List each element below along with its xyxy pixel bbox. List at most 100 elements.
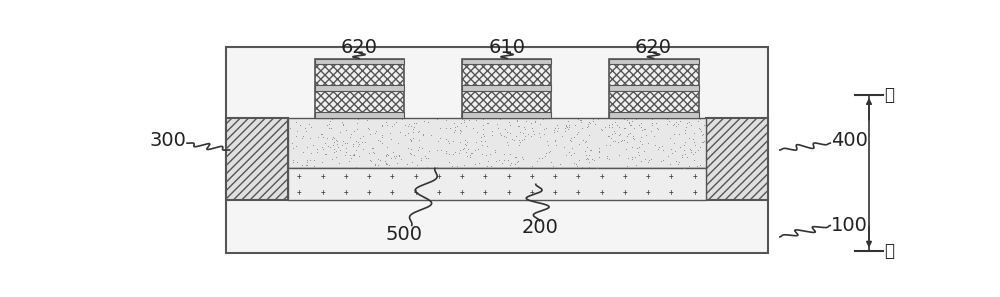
Point [587, 122, 603, 127]
Point [449, 124, 465, 128]
Point [346, 153, 362, 157]
Point [516, 136, 532, 141]
Point [318, 152, 334, 157]
Point [696, 139, 712, 144]
Point [475, 127, 491, 131]
Point [504, 136, 520, 141]
Point [579, 124, 595, 129]
Point [351, 141, 367, 146]
Point [523, 133, 539, 138]
Point [601, 122, 617, 127]
Point [314, 160, 330, 165]
Point [471, 161, 487, 165]
Point [671, 160, 687, 165]
Point [503, 161, 519, 166]
Point [681, 163, 697, 168]
Point [468, 118, 484, 122]
Point [630, 150, 646, 155]
Point [547, 138, 563, 142]
Point [458, 149, 474, 154]
Point [598, 143, 614, 147]
Point [591, 149, 607, 154]
Point [391, 154, 407, 158]
Point [444, 163, 460, 168]
Point [488, 159, 504, 164]
Text: +: + [669, 172, 674, 181]
Point [507, 155, 523, 160]
Point [299, 157, 315, 162]
Point [411, 129, 427, 133]
Point [337, 153, 353, 158]
Point [616, 138, 632, 143]
Point [420, 155, 436, 160]
Bar [315, 112, 404, 118]
Point [560, 127, 576, 132]
Point [510, 123, 526, 128]
Point [409, 163, 425, 168]
Point [655, 148, 671, 153]
Point [646, 134, 662, 138]
Point [438, 151, 454, 155]
Point [320, 143, 336, 148]
Text: +: + [297, 172, 302, 181]
Point [612, 131, 628, 136]
Point [408, 120, 424, 125]
Point [674, 152, 690, 157]
Point [473, 139, 489, 144]
Point [493, 133, 509, 138]
Point [578, 157, 594, 162]
Bar [609, 112, 698, 118]
Point [374, 141, 390, 146]
Point [514, 155, 530, 159]
Point [400, 130, 416, 135]
Point [363, 159, 379, 163]
Point [666, 132, 682, 136]
Point [370, 163, 386, 168]
Point [591, 155, 607, 160]
Point [475, 132, 491, 137]
Point [415, 132, 431, 137]
Point [619, 117, 635, 122]
Point [350, 116, 366, 121]
Point [607, 131, 623, 135]
Text: +: + [483, 188, 488, 197]
Point [643, 129, 659, 134]
Point [557, 126, 573, 131]
Point [482, 152, 498, 157]
Point [500, 143, 516, 147]
Bar [462, 112, 551, 118]
Text: +: + [506, 188, 511, 197]
Point [326, 136, 342, 141]
Text: +: + [692, 172, 697, 181]
Point [660, 153, 676, 158]
Point [672, 118, 688, 123]
Point [538, 125, 554, 130]
Point [405, 129, 421, 134]
Text: +: + [530, 172, 534, 181]
Point [558, 123, 574, 127]
Point [643, 157, 659, 162]
Point [512, 129, 528, 134]
Point [458, 123, 474, 128]
Point [650, 127, 666, 132]
Point [355, 133, 371, 138]
Point [527, 120, 543, 124]
Point [578, 138, 594, 143]
Point [502, 163, 518, 168]
Point [378, 119, 394, 124]
Point [489, 121, 505, 126]
Point [696, 122, 712, 127]
Point [558, 124, 574, 128]
Bar [609, 85, 698, 91]
Point [429, 165, 445, 170]
Point [581, 165, 597, 170]
Point [610, 140, 626, 145]
Point [367, 162, 383, 166]
Point [668, 159, 684, 164]
Point [563, 153, 579, 157]
Point [357, 140, 373, 144]
Text: +: + [669, 188, 674, 197]
Point [288, 144, 304, 149]
Point [607, 138, 623, 143]
Text: +: + [297, 188, 302, 197]
